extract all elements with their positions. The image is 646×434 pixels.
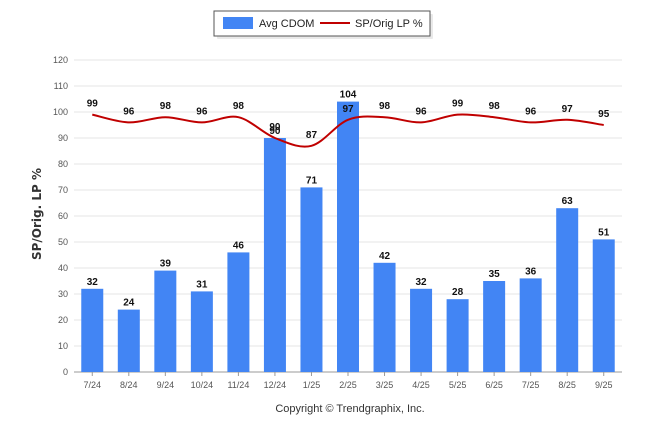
bar-value-label: 42 <box>379 251 391 262</box>
bar-value-label: 35 <box>489 269 501 280</box>
series-line <box>92 113 604 148</box>
x-tick-label: 1/25 <box>303 380 321 390</box>
bar <box>337 101 359 372</box>
bar-value-label: 28 <box>452 287 464 298</box>
bar-value-label: 39 <box>160 259 172 270</box>
line-value-label: 96 <box>196 106 208 117</box>
line-value-label: 98 <box>160 101 172 112</box>
x-tick-label: 4/25 <box>412 380 430 390</box>
bar <box>190 291 213 372</box>
bar-value-label: 31 <box>196 279 208 290</box>
bar-value-label: 36 <box>525 266 537 277</box>
bar <box>410 288 433 372</box>
x-tick-label: 2/25 <box>339 380 357 390</box>
bar <box>117 309 140 372</box>
line-value-label: 87 <box>306 130 318 141</box>
x-tick-label: 9/24 <box>157 380 175 390</box>
copyright-footer: Copyright © Trendgraphix, Inc. <box>275 403 424 415</box>
bar-value-label: 24 <box>123 298 135 309</box>
bar-value-label: 90 <box>269 126 281 137</box>
y-axis-label: SP/Orig. LP % <box>30 168 44 260</box>
line-value-label: 99 <box>87 99 99 110</box>
bar <box>519 278 542 372</box>
x-tick-label: 8/25 <box>558 380 576 390</box>
bar <box>373 262 396 372</box>
line-value-label: 98 <box>489 101 501 112</box>
line-value-label: 97 <box>342 104 354 115</box>
bar-value-label: 32 <box>416 277 428 288</box>
y-axis-ticks: 0 10 20 30 40 50 60 70 80 90 100 110 120 <box>53 55 68 377</box>
bar <box>592 239 615 372</box>
line-value-label: 98 <box>379 101 391 112</box>
y-tick-label: 60 <box>58 211 68 221</box>
bar <box>227 252 250 372</box>
x-tick-label: 8/24 <box>120 380 138 390</box>
x-tick-label: 9/25 <box>595 380 613 390</box>
y-tick-label: 120 <box>53 55 68 65</box>
line-value-label: 95 <box>598 109 610 120</box>
x-tick-label: 6/25 <box>485 380 503 390</box>
line-value-label: 97 <box>562 104 574 115</box>
line-value-label: 96 <box>525 106 537 117</box>
x-axis-ticks: 7/24 8/24 9/24 10/24 11/24 12/24 1/25 2/25 3/25 4… <box>84 372 613 390</box>
y-tick-label: 20 <box>58 315 68 325</box>
y-tick-label: 80 <box>58 159 68 169</box>
line-sp-orig-lp <box>92 113 604 148</box>
bar-value-label: 63 <box>562 196 574 207</box>
y-tick-label: 50 <box>58 237 68 247</box>
x-tick-label: 7/24 <box>84 380 102 390</box>
bar <box>81 288 104 372</box>
line-value-label: 96 <box>416 106 428 117</box>
bar <box>263 138 286 372</box>
bar <box>446 299 469 372</box>
legend: Avg CDOM SP/Orig LP % <box>213 10 433 39</box>
bar <box>556 208 579 372</box>
bar-value-label: 32 <box>87 277 99 288</box>
bar-value-label: 71 <box>306 175 318 186</box>
bar-value-label: 46 <box>233 240 245 251</box>
bar <box>154 270 177 372</box>
x-tick-label: 10/24 <box>191 380 214 390</box>
y-tick-label: 70 <box>58 185 68 195</box>
legend-label-avg-cdom: Avg CDOM <box>259 18 314 30</box>
legend-swatch-avg-cdom <box>223 17 253 29</box>
x-tick-label: 3/25 <box>376 380 394 390</box>
y-tick-label: 30 <box>58 289 68 299</box>
bar-value-label: 51 <box>598 227 610 238</box>
x-tick-label: 7/25 <box>522 380 540 390</box>
bar <box>300 187 323 372</box>
x-tick-label: 11/24 <box>227 380 249 390</box>
y-tick-label: 110 <box>54 81 68 91</box>
x-tick-label: 12/24 <box>264 380 287 390</box>
line-value-label: 90 <box>269 122 281 133</box>
bars-avg-cdom <box>81 101 615 372</box>
data-labels: 32 24 39 31 46 90 71 104 42 32 28 35 36 63 51 99 96 98 96 9… <box>87 90 610 309</box>
bar-value-label: 104 <box>340 90 357 101</box>
line-value-label: 96 <box>123 106 135 117</box>
y-tick-label: 10 <box>58 341 68 351</box>
line-value-label: 98 <box>233 101 245 112</box>
y-tick-label: 0 <box>63 367 68 377</box>
legend-label-sp-orig-lp: SP/Orig LP % <box>355 18 423 30</box>
y-tick-label: 40 <box>58 263 68 273</box>
y-tick-label: 100 <box>53 107 68 117</box>
line-value-label: 99 <box>452 99 464 110</box>
x-tick-label: 5/25 <box>449 380 467 390</box>
y-tick-label: 90 <box>58 133 68 143</box>
bar <box>483 281 506 372</box>
